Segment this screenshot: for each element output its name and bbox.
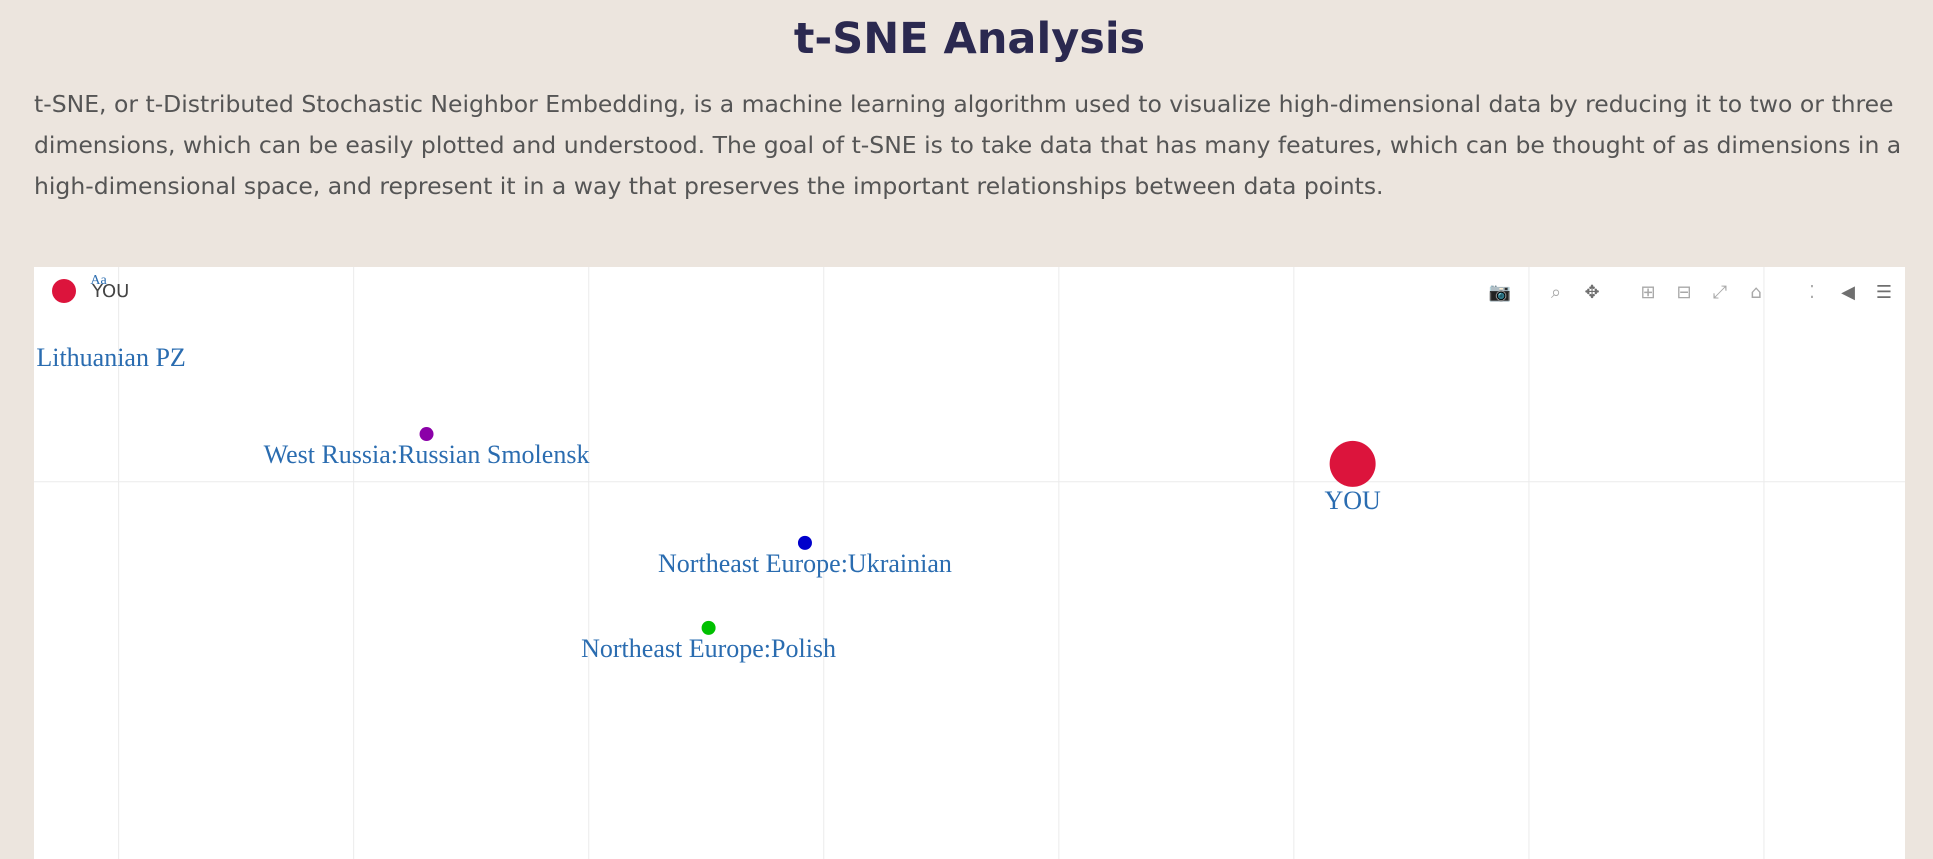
zoom-out-icon[interactable]: ⊟: [1676, 281, 1692, 303]
point-label: West Russia:Russian Smolensk: [264, 440, 590, 469]
scatter-svg[interactable]: YOU West Russia:Russian Smolensk Northeast…: [34, 267, 1905, 859]
page-title: t-SNE Analysis: [793, 14, 1146, 64]
spike-lines-icon[interactable]: ⁚: [1809, 281, 1815, 303]
reset-axes-icon[interactable]: ⌂: [1750, 281, 1762, 303]
legend-label[interactable]: YOU: [92, 280, 130, 302]
intro-paragraph: t-SNE, or t-Distributed Stochastic Neigh…: [34, 90, 1902, 200]
zoom-icon[interactable]: ⌕: [1550, 281, 1562, 303]
hover-compare-icon[interactable]: ☰: [1875, 281, 1893, 303]
legend[interactable]: YOU: [52, 279, 129, 303]
tsne-plot[interactable]: YOU West Russia:Russian Smolensk Northeast…: [34, 267, 1905, 859]
point-label: Northeast Europe:Ukrainian: [658, 549, 952, 578]
data-point[interactable]: [701, 620, 716, 635]
camera-icon[interactable]: 📷: [1488, 281, 1512, 303]
data-point[interactable]: [797, 535, 812, 550]
data-point[interactable]: [1329, 440, 1376, 487]
pan-icon[interactable]: ✥: [1584, 281, 1600, 303]
point-label: Aa: [90, 273, 107, 288]
grid: [34, 267, 1905, 859]
point-label: Lithuanian PZ: [36, 343, 185, 372]
autoscale-icon[interactable]: ⤢: [1712, 281, 1728, 303]
data-point[interactable]: [419, 427, 434, 442]
point-label: Northeast Europe:Polish: [581, 634, 836, 663]
hover-closest-icon[interactable]: ◀: [1841, 281, 1855, 303]
legend-swatch-icon[interactable]: [52, 279, 76, 303]
zoom-in-icon[interactable]: ⊞: [1640, 281, 1656, 303]
plot-modebar: 📷 ⌕ ✥ ⊞ ⊟ ⤢ ⌂ ⁚ ◀ ☰: [1489, 281, 1895, 303]
point-label: YOU: [1324, 486, 1381, 515]
